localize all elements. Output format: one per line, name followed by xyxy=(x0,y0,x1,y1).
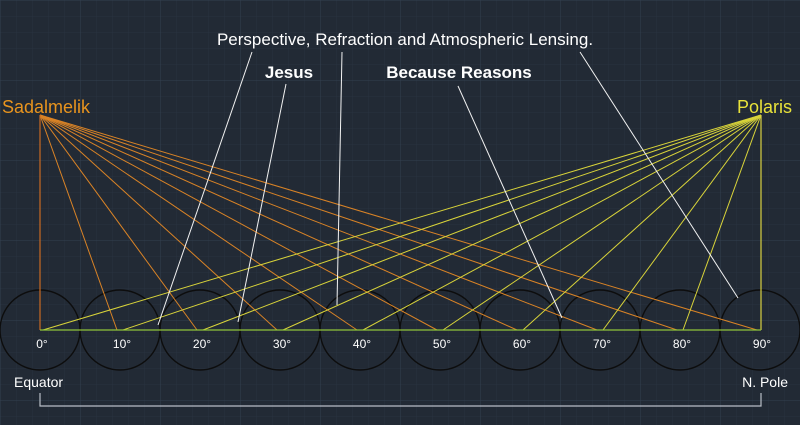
sadalmelik-ray-1 xyxy=(39,114,118,331)
sadalmelik-ray-7 xyxy=(39,114,598,331)
polaris-ray-2 xyxy=(202,114,762,331)
pointer-because xyxy=(457,85,563,319)
pointer-jesus xyxy=(237,83,287,323)
annotation-pointers xyxy=(157,51,739,326)
degree-label-4: 40° xyxy=(353,337,371,351)
sadalmelik-ray-2 xyxy=(39,114,198,331)
bottom-bracket xyxy=(39,393,762,407)
polaris-rays xyxy=(42,114,762,331)
sadalmelik-ray-4 xyxy=(39,114,358,331)
degree-label-1: 10° xyxy=(113,337,131,351)
polaris-ray-5 xyxy=(442,114,762,331)
polaris-ray-1 xyxy=(122,114,762,331)
sadalmelik-label: Sadalmelik xyxy=(2,97,91,117)
sadalmelik-ray-9 xyxy=(39,114,758,331)
polaris-ray-6 xyxy=(522,114,762,331)
north-pole-label: N. Pole xyxy=(742,374,788,390)
annotation-because-reasons: Because Reasons xyxy=(386,63,532,82)
polaris-label: Polaris xyxy=(737,97,792,117)
equator-label: Equator xyxy=(14,374,63,390)
sadalmelik-ray-6 xyxy=(39,114,518,331)
degree-label-6: 60° xyxy=(513,337,531,351)
polaris-ray-0 xyxy=(42,114,762,331)
sadalmelik-rays xyxy=(39,114,758,331)
pointer-perspective-1 xyxy=(157,51,253,326)
polaris-ray-3 xyxy=(282,114,762,331)
degree-label-3: 30° xyxy=(273,337,291,351)
degree-label-0: 0° xyxy=(36,337,48,351)
annotation-jesus: Jesus xyxy=(265,63,313,82)
sadalmelik-ray-5 xyxy=(39,114,438,331)
polaris-ray-8 xyxy=(682,114,762,331)
annotation-perspective: Perspective, Refraction and Atmospheric … xyxy=(217,30,593,49)
pointer-perspective-2 xyxy=(336,51,343,306)
polaris-ray-4 xyxy=(362,114,762,331)
degree-label-9: 90° xyxy=(753,337,771,351)
degree-label-2: 20° xyxy=(193,337,211,351)
degree-labels: 0° 10° 20° 30° 40° 50° 60° 70° 80° 90° xyxy=(36,337,771,351)
degree-label-5: 50° xyxy=(433,337,451,351)
sadalmelik-ray-8 xyxy=(39,114,678,331)
pointer-perspective-3 xyxy=(579,51,739,299)
degree-label-8: 80° xyxy=(673,337,691,351)
polaris-ray-7 xyxy=(602,114,762,331)
degree-label-7: 70° xyxy=(593,337,611,351)
sadalmelik-ray-3 xyxy=(39,114,278,331)
